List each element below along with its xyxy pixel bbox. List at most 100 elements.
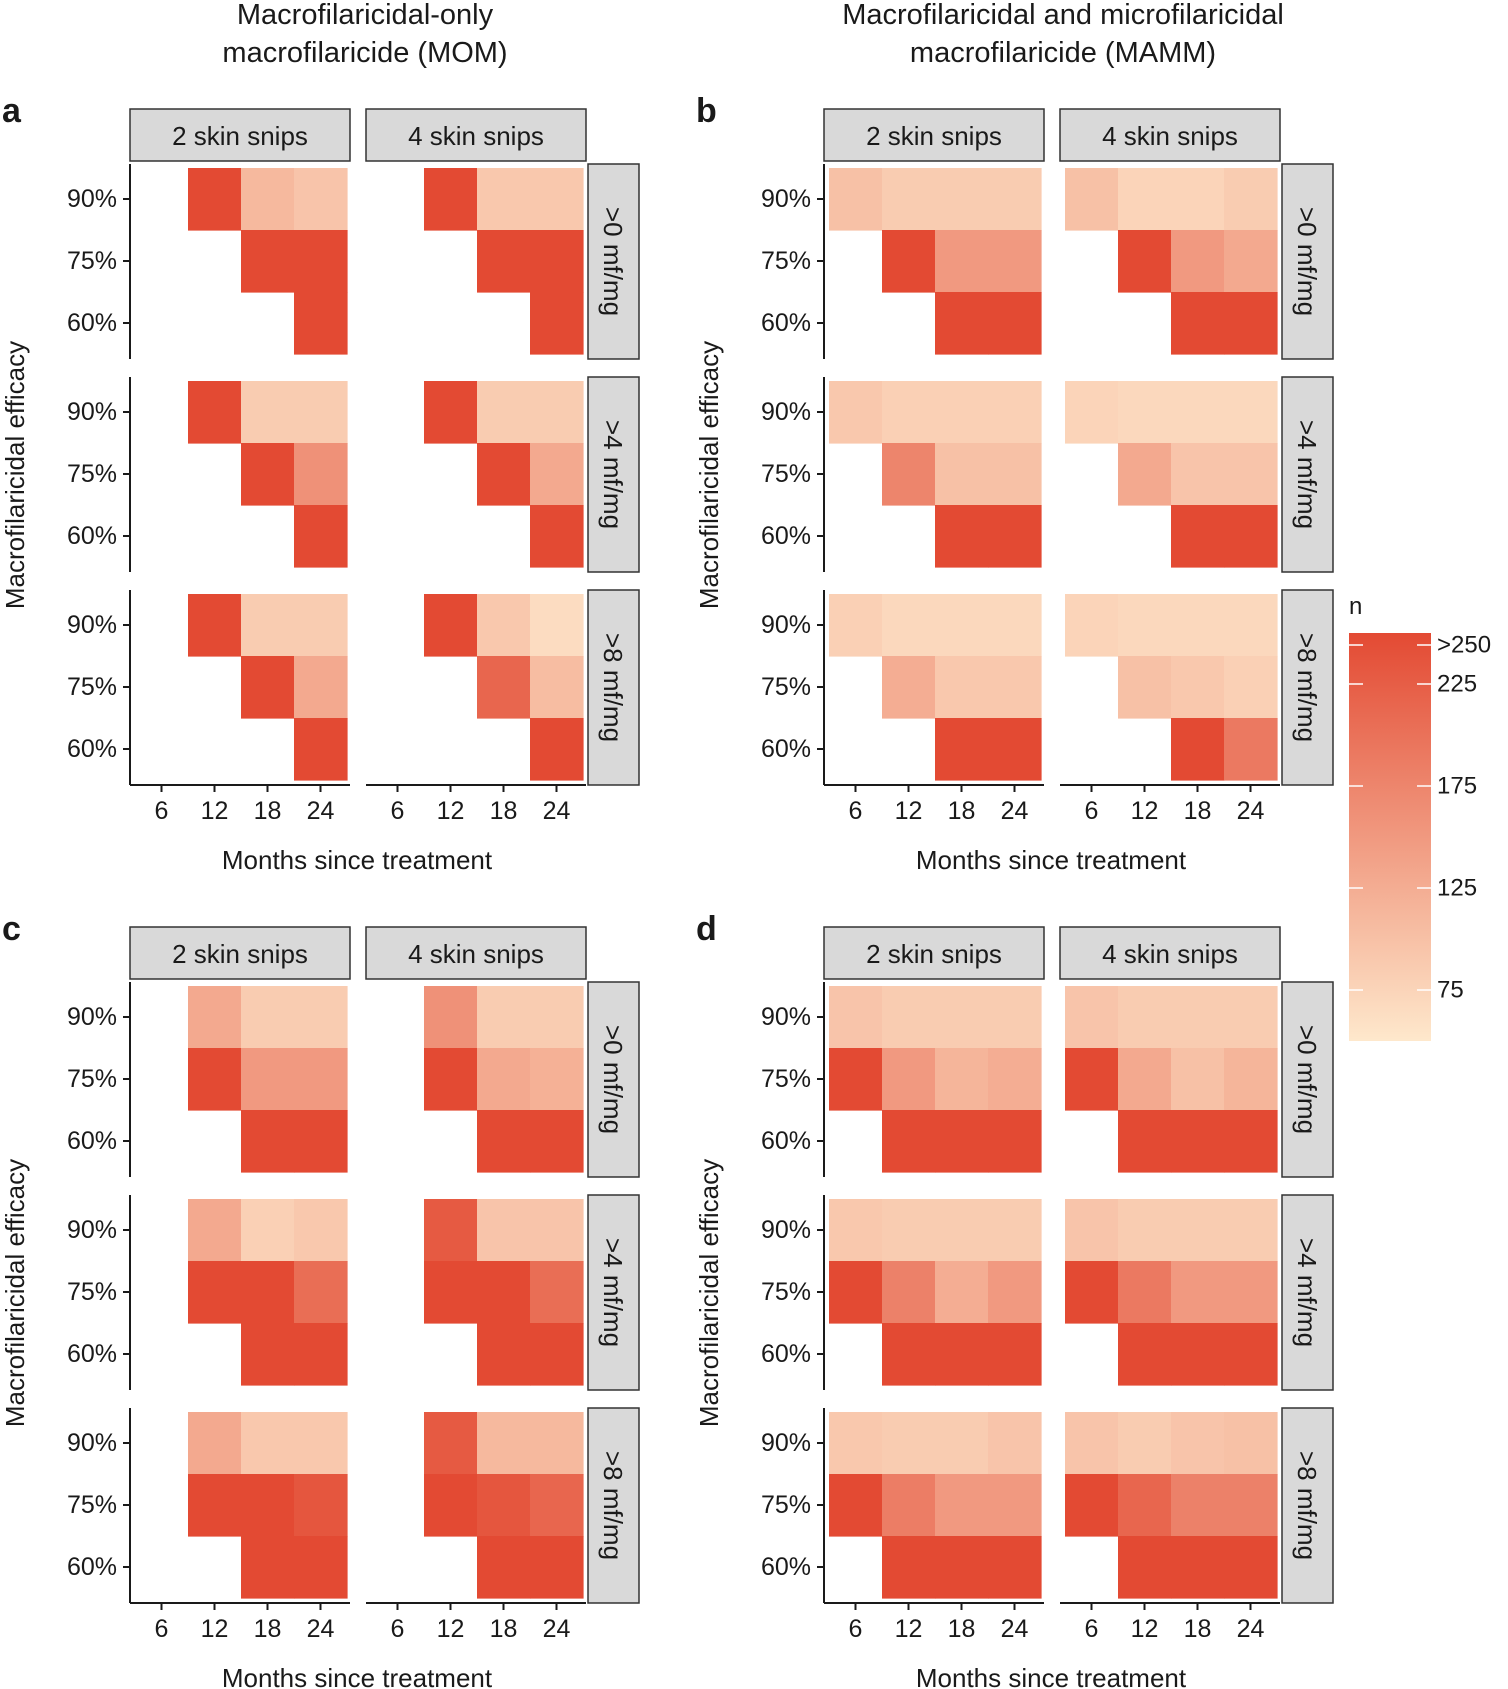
heatmap-cell [935, 1474, 989, 1537]
heatmap-cell [294, 381, 348, 444]
row-strip-label: >4 mf/mg [1292, 1238, 1322, 1347]
heatmap-cell [477, 1412, 531, 1475]
heatmap-cell [935, 1261, 989, 1324]
heatmap-cell [988, 443, 1042, 506]
column-strip-label: 4 skin snips [408, 939, 544, 969]
heatmap-cell [241, 1474, 295, 1537]
heatmap-cell [294, 656, 348, 719]
heatmap-cell [1224, 986, 1278, 1049]
heatmap-cell [1118, 1474, 1172, 1537]
heatmap-cell [530, 594, 584, 657]
x-tick-label: 6 [1085, 1615, 1099, 1643]
heatmap-cell [530, 381, 584, 444]
heatmap-cell [829, 986, 883, 1049]
column-title-mamm-line2: macrofilaricide (MAMM) [910, 37, 1216, 69]
heatmap-cell [294, 594, 348, 657]
heatmap-cell [988, 656, 1042, 719]
heatmap-cell [1118, 168, 1172, 231]
heatmap-cell [530, 1261, 584, 1324]
y-tick-label: 60% [761, 1127, 811, 1155]
heatmap-cell [530, 168, 584, 231]
x-tick-label: 12 [1131, 1615, 1159, 1643]
heatmap-cell [188, 1261, 242, 1324]
heatmap-cell [477, 1474, 531, 1537]
heatmap-cell [829, 594, 883, 657]
heatmap-cell [477, 443, 531, 506]
x-tick-label: 12 [1131, 797, 1159, 825]
y-axis-title: Macrofilaricidal efficacy [0, 341, 30, 609]
column-strip-label: 4 skin snips [1102, 121, 1238, 151]
heatmap-cell [988, 718, 1042, 781]
x-axis-title: Months since treatment [916, 845, 1187, 875]
y-tick-label: 90% [761, 1216, 811, 1244]
row-strip-label: >8 mf/mg [1292, 633, 1322, 742]
y-tick-label: 75% [67, 1065, 117, 1093]
x-tick-label: 18 [1184, 1615, 1212, 1643]
heatmap-cell [1171, 656, 1225, 719]
heatmap-cell [882, 986, 936, 1049]
heatmap-cell [1171, 292, 1225, 355]
y-tick-label: 90% [67, 611, 117, 639]
row-strip-label: >8 mf/mg [1292, 1451, 1322, 1560]
panel-label-d: d [696, 910, 717, 948]
column-strip-2 [1059, 926, 1281, 980]
heatmap-cell [294, 443, 348, 506]
x-tick-label: 18 [254, 797, 282, 825]
heatmap-cell [988, 986, 1042, 1049]
heatmap-cell [882, 594, 936, 657]
heatmap-cell [1118, 1048, 1172, 1111]
heatmap-cell [294, 1412, 348, 1475]
heatmap-cell [935, 381, 989, 444]
heatmap-cell [882, 230, 936, 293]
heatmap-cell [1065, 1261, 1119, 1324]
heatmap-cell [1118, 986, 1172, 1049]
x-tick-label: 24 [307, 797, 335, 825]
heatmap-cell [1224, 1199, 1278, 1262]
heatmap-cell [241, 1323, 295, 1386]
heatmap-cell [1224, 230, 1278, 293]
heatmap-cell [294, 1199, 348, 1262]
heatmap-cell [241, 1261, 295, 1324]
heatmap-cell [1171, 1199, 1225, 1262]
row-strip-1 [1281, 163, 1334, 360]
heatmap-cell [424, 1261, 478, 1324]
heatmap-cell [188, 381, 242, 444]
heatmap-cell [829, 1474, 883, 1537]
x-tick-label: 12 [201, 1615, 229, 1643]
heatmap-cell [530, 230, 584, 293]
x-tick-label: 12 [437, 1615, 465, 1643]
heatmap-cell [1224, 1323, 1278, 1386]
row-strip-3 [1281, 589, 1334, 786]
heatmap-cell [1065, 1474, 1119, 1537]
heatmap-cell [882, 656, 936, 719]
heatmap-cell [988, 1323, 1042, 1386]
x-tick-label: 24 [543, 797, 571, 825]
heatmap-cell [935, 1048, 989, 1111]
heatmap-cell [477, 1323, 531, 1386]
y-tick-label: 75% [67, 460, 117, 488]
heatmap-cell [935, 443, 989, 506]
heatmap-cell [477, 1261, 531, 1324]
row-strip-2 [587, 376, 640, 573]
heatmap-cell [988, 230, 1042, 293]
heatmap-cell [241, 1199, 295, 1262]
heatmap-cell [477, 381, 531, 444]
x-tick-label: 24 [543, 1615, 571, 1643]
heatmap-cell [477, 1048, 531, 1111]
heatmap-cell [241, 1412, 295, 1475]
column-strip-1 [129, 108, 351, 162]
heatmap-cell [530, 1199, 584, 1262]
x-tick-label: 24 [1001, 1615, 1029, 1643]
row-strip-label: >0 mf/mg [598, 1025, 628, 1134]
y-axis-title: Macrofilaricidal efficacy [0, 1159, 30, 1427]
heatmap-cell [1224, 656, 1278, 719]
y-tick-label: 75% [67, 1278, 117, 1306]
heatmap-cell [424, 1199, 478, 1262]
heatmap-cell [241, 168, 295, 231]
x-tick-label: 6 [391, 1615, 405, 1643]
heatmap-cell [294, 292, 348, 355]
heatmap-cell [935, 594, 989, 657]
heatmap-cell [1118, 1199, 1172, 1262]
heatmap-cell [935, 986, 989, 1049]
heatmap-cell [241, 443, 295, 506]
